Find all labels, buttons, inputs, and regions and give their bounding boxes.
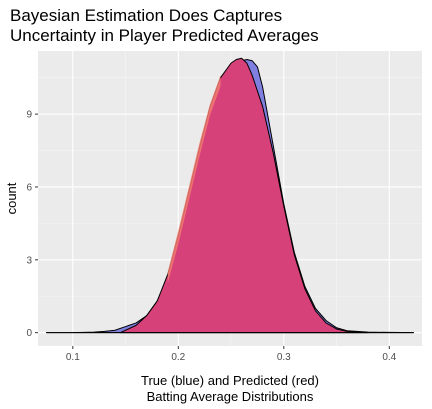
- x-tick-label: 0.2: [171, 352, 185, 363]
- y-tick-label: 6: [26, 182, 32, 193]
- density-series: [45, 57, 415, 334]
- y-tick-label: 3: [26, 255, 32, 266]
- y-tick-label: 9: [26, 110, 32, 121]
- chart-title: Bayesian Estimation Does Captures Uncert…: [10, 6, 319, 46]
- density-area-highlight: [167, 75, 221, 283]
- x-tick-label: 0.4: [382, 352, 396, 363]
- x-axis-title-line-1: True (blue) and Predicted (red): [141, 373, 319, 388]
- y-axis-title: count: [4, 182, 19, 214]
- x-tick-label: 0.3: [277, 352, 291, 363]
- x-tick-label: 0.1: [66, 352, 80, 363]
- y-tick-label: 0: [26, 328, 32, 339]
- chart-title-line-2: Uncertainty in Player Predicted Averages: [10, 26, 319, 45]
- chart-title-line-1: Bayesian Estimation Does Captures: [10, 6, 283, 25]
- y-axis-ticks: 0 3 6 9: [26, 110, 38, 339]
- x-axis-ticks: 0.1 0.2 0.3 0.4: [66, 346, 397, 363]
- x-axis-title-line-2: Batting Average Distributions: [147, 389, 314, 404]
